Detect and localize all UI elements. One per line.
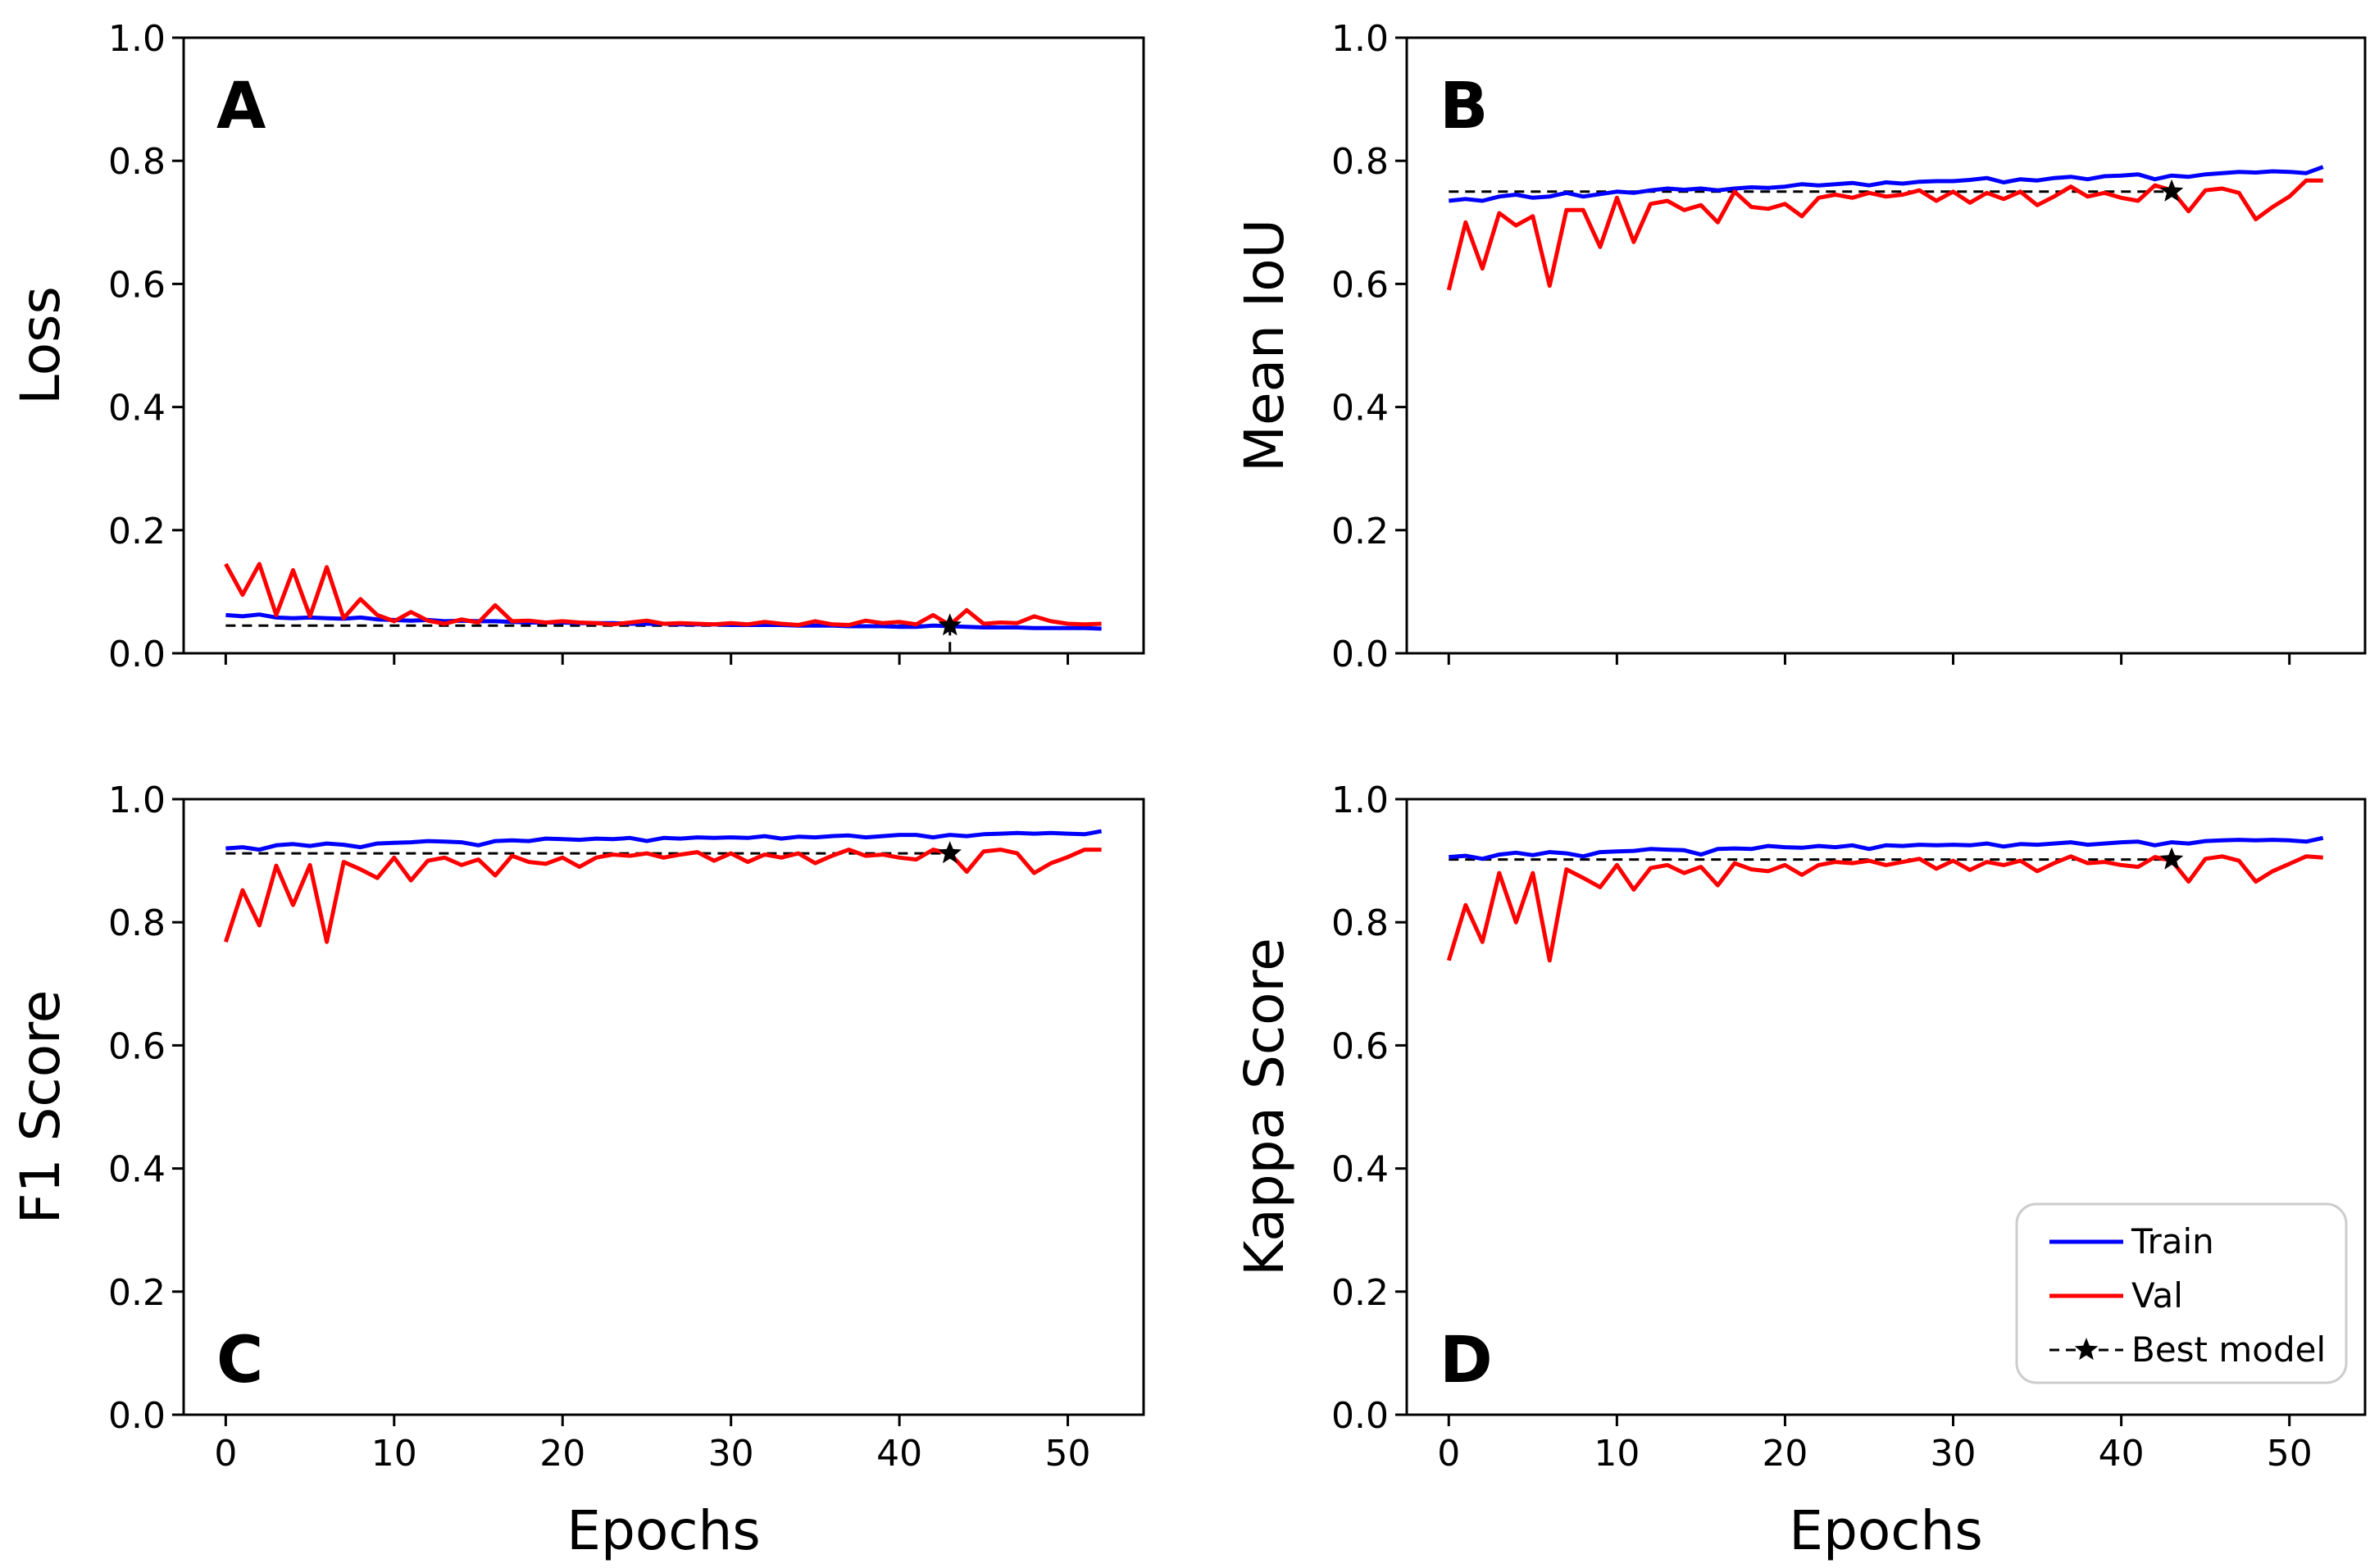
series-line-train xyxy=(1449,835,2324,861)
x-tick-label: 50 xyxy=(2267,1433,2313,1475)
y-tick-label: 1.0 xyxy=(1331,779,1389,821)
y-tick-label: 0.2 xyxy=(1331,511,1389,552)
y-axis-label: F1 Score xyxy=(9,990,72,1225)
y-tick-label: 1.0 xyxy=(108,779,166,821)
y-tick-label: 0.8 xyxy=(1331,902,1389,944)
y-tick-label: 0.4 xyxy=(108,1149,166,1191)
y-tick-label: 0.6 xyxy=(108,264,166,306)
y-tick-label: 0.8 xyxy=(1331,141,1389,183)
y-tick-label: 1.0 xyxy=(108,18,166,60)
panel-d: 0.0 0.2 0.4 0.6 0.8 1.0 0 10 20 30 40 50 Kappa Score… xyxy=(1233,779,2367,1562)
best-model-star xyxy=(2159,179,2184,202)
y-tick-label: 0.4 xyxy=(108,388,166,429)
plot-frame xyxy=(182,36,1145,655)
y-tick-label: 0.6 xyxy=(108,1025,166,1067)
x-tick-label: 40 xyxy=(876,1433,922,1475)
x-tick-label: 20 xyxy=(1762,1433,1808,1475)
y-tick-label: 0.0 xyxy=(108,634,166,675)
series-line-train xyxy=(1449,165,2324,203)
x-tick-label: 30 xyxy=(708,1433,754,1475)
y-tick-label: 0.2 xyxy=(108,1272,166,1314)
y-tick-label: 0.8 xyxy=(108,141,166,183)
legend-label: Val xyxy=(2131,1275,2183,1316)
x-tick-label: 50 xyxy=(1045,1433,1091,1475)
series-line-val xyxy=(224,561,1102,627)
panel-c: 0.0 0.2 0.4 0.6 0.8 1.0 0 10 20 30 40 50 F1 Score Epo… xyxy=(9,779,1145,1562)
panel-letter: B xyxy=(1440,70,1488,143)
panel-a: 0.0 0.2 0.4 0.6 0.8 1.0 Loss A xyxy=(9,18,1145,675)
plot-frame xyxy=(182,798,1145,1416)
panels: 0.0 0.2 0.4 0.6 0.8 1.0 Loss A 0.0 0.2 0.4 0.6 0.8 1.… xyxy=(9,18,2367,1562)
y-tick-label: 0.0 xyxy=(108,1395,166,1437)
legend-star-icon xyxy=(2074,1338,2099,1361)
legend-label: Best model xyxy=(2131,1329,2326,1370)
y-axis-label: Mean IoU xyxy=(1233,219,1296,472)
y-tick-label: 0.6 xyxy=(1331,1025,1389,1067)
legend-box xyxy=(2015,1202,2348,1384)
panel-letter: A xyxy=(216,70,266,143)
panel-letter: D xyxy=(1440,1324,1493,1398)
best-model-star xyxy=(938,613,962,636)
y-axis-label: Loss xyxy=(9,286,72,405)
legend: Train Val Best model xyxy=(2015,1202,2348,1384)
x-tick-label: 20 xyxy=(539,1433,585,1475)
y-tick-label: 0.0 xyxy=(1331,1395,1389,1437)
x-axis-label: Epochs xyxy=(566,1499,760,1562)
x-tick-label: 30 xyxy=(1931,1433,1976,1475)
legend-label: Train xyxy=(2131,1221,2214,1261)
y-tick-label: 1.0 xyxy=(1331,18,1389,60)
x-tick-label: 10 xyxy=(1594,1433,1640,1475)
y-tick-label: 0.6 xyxy=(1331,264,1389,306)
y-tick-label: 0.8 xyxy=(108,902,166,944)
x-tick-label: 0 xyxy=(1437,1433,1460,1475)
y-tick-label: 0.2 xyxy=(108,511,166,552)
y-tick-label: 0.4 xyxy=(1331,388,1389,429)
plot-frame xyxy=(1405,36,2367,655)
panel-b: 0.0 0.2 0.4 0.6 0.8 1.0 Mean IoU B xyxy=(1233,18,2367,675)
y-tick-label: 0.0 xyxy=(1331,634,1389,675)
y-tick-label: 0.4 xyxy=(1331,1149,1389,1191)
best-model-star xyxy=(2159,847,2184,870)
y-axis-label: Kappa Score xyxy=(1233,938,1296,1276)
series-line-train xyxy=(225,829,1103,852)
x-tick-label: 10 xyxy=(371,1433,417,1475)
x-tick-label: 0 xyxy=(214,1433,237,1475)
best-model-star xyxy=(938,841,962,864)
panel-letter: C xyxy=(216,1324,263,1398)
x-tick-label: 40 xyxy=(2099,1433,2145,1475)
y-tick-label: 0.2 xyxy=(1331,1272,1389,1314)
plot-frame xyxy=(1405,798,2367,1416)
x-axis-label: Epochs xyxy=(1789,1499,1982,1562)
